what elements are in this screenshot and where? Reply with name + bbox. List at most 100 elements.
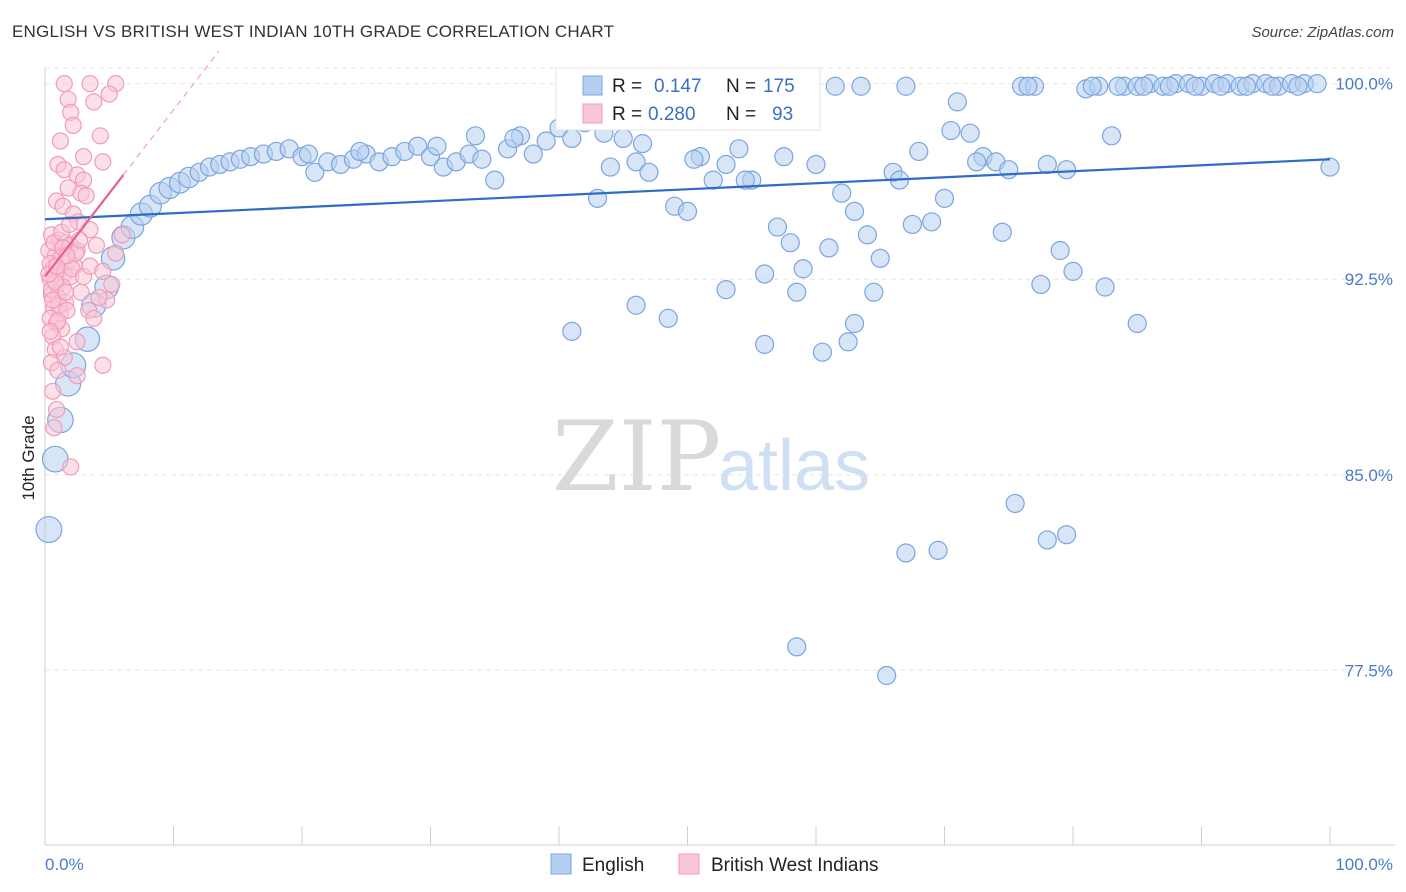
english-point xyxy=(1108,76,1128,96)
english-point xyxy=(1063,261,1083,281)
watermark-zip: ZIP xyxy=(552,401,721,513)
stats-r-english: 0.147 xyxy=(654,76,702,97)
trend-lines xyxy=(44,51,1331,278)
english-point xyxy=(600,157,621,177)
english-point xyxy=(1031,274,1051,295)
english-point xyxy=(870,248,890,268)
english-point xyxy=(1095,277,1115,297)
english-point xyxy=(922,212,942,232)
bwi-point xyxy=(44,291,62,309)
stats-r-label-bwi: R = xyxy=(612,104,642,125)
english-point xyxy=(774,147,794,167)
english-point xyxy=(1320,157,1340,177)
english-point xyxy=(967,152,987,172)
legend-swatch-english xyxy=(550,853,572,875)
english-point xyxy=(298,144,319,164)
english-point xyxy=(716,154,736,175)
bwi-point xyxy=(85,93,103,111)
english-point xyxy=(562,321,582,341)
english-point xyxy=(1236,76,1257,96)
english-trend-line xyxy=(44,158,1331,221)
bwi-point xyxy=(68,367,86,385)
english-point xyxy=(408,136,428,156)
bwi-point xyxy=(41,322,59,340)
english-point xyxy=(465,126,486,146)
english-point xyxy=(716,280,736,300)
english-point xyxy=(787,282,807,302)
english-point xyxy=(877,665,897,686)
english-point xyxy=(754,264,775,284)
english-point xyxy=(1050,240,1070,261)
bwi-point xyxy=(51,338,70,356)
watermark-atlas: atlas xyxy=(718,426,870,506)
watermark: ZIP atlas xyxy=(552,401,870,513)
bwi-trend-line xyxy=(44,174,125,278)
english-point xyxy=(350,141,370,162)
bwi-point xyxy=(91,127,109,145)
y-axis-label: 10th Grade xyxy=(19,415,38,500)
english-point xyxy=(1262,76,1282,96)
english-point xyxy=(1134,76,1154,96)
legend-label-bwi: British West Indians xyxy=(711,855,879,876)
bwi-point xyxy=(47,257,66,275)
english-point xyxy=(677,201,698,222)
bwi-point xyxy=(94,153,112,171)
english-point xyxy=(1288,76,1308,96)
bwi-point xyxy=(87,236,106,254)
stats-swatch-english xyxy=(582,75,603,96)
english-point xyxy=(825,76,845,96)
english-point xyxy=(639,162,659,182)
english-point xyxy=(909,141,929,162)
bwi-point xyxy=(55,75,73,93)
bwi-point xyxy=(94,356,112,374)
legend: English British West Indians xyxy=(550,853,879,876)
english-point xyxy=(838,332,858,352)
stats-r-bwi: 0.280 xyxy=(648,104,696,125)
stats-n-label-bwi: N = xyxy=(726,104,756,125)
bwi-point xyxy=(60,215,79,234)
english-point xyxy=(896,76,916,96)
legend-swatch-bwi xyxy=(678,853,700,875)
english-point xyxy=(632,134,653,154)
english-point xyxy=(767,217,788,237)
english-point xyxy=(934,188,955,208)
stats-n-bwi: 93 xyxy=(772,104,793,125)
english-point xyxy=(787,637,807,657)
bwi-trend-extension xyxy=(122,51,219,176)
english-point xyxy=(812,342,833,362)
english-point xyxy=(819,238,839,258)
bwi-point xyxy=(62,458,80,476)
english-point xyxy=(1056,160,1077,180)
bwi-point xyxy=(90,288,108,307)
english-point xyxy=(844,313,865,334)
chart-source: Source: ZipAtlas.com xyxy=(1251,24,1394,41)
english-point xyxy=(626,152,646,172)
english-point xyxy=(832,183,852,203)
stats-r-label-english: R = xyxy=(612,76,642,97)
stats-n-english: 175 xyxy=(763,76,795,97)
legend-label-english: English xyxy=(582,855,644,876)
english-point xyxy=(1101,126,1122,146)
english-point xyxy=(999,160,1019,180)
english-point xyxy=(562,128,582,148)
bwi-point xyxy=(103,275,121,294)
bwi-point xyxy=(56,283,75,301)
english-point xyxy=(472,149,492,169)
english-point xyxy=(754,334,775,354)
y-tick-label: 85.0% xyxy=(1345,466,1393,485)
y-tick-label: 77.5% xyxy=(1345,661,1393,680)
english-point xyxy=(960,123,980,143)
x-tick-label-max: 100.0% xyxy=(1335,855,1393,874)
english-point xyxy=(793,259,813,279)
english-point xyxy=(1018,76,1038,96)
bwi-point xyxy=(77,187,95,205)
stats-swatch-bwi xyxy=(582,103,603,124)
english-point xyxy=(928,540,948,560)
english-point xyxy=(992,222,1012,242)
y-tick-label: 92.5% xyxy=(1345,270,1393,289)
english-point xyxy=(857,225,878,245)
english-point xyxy=(684,149,704,169)
english-point xyxy=(504,128,524,148)
chart-title: ENGLISH VS BRITISH WEST INDIAN 10TH GRAD… xyxy=(12,22,615,41)
english-point xyxy=(485,170,505,190)
